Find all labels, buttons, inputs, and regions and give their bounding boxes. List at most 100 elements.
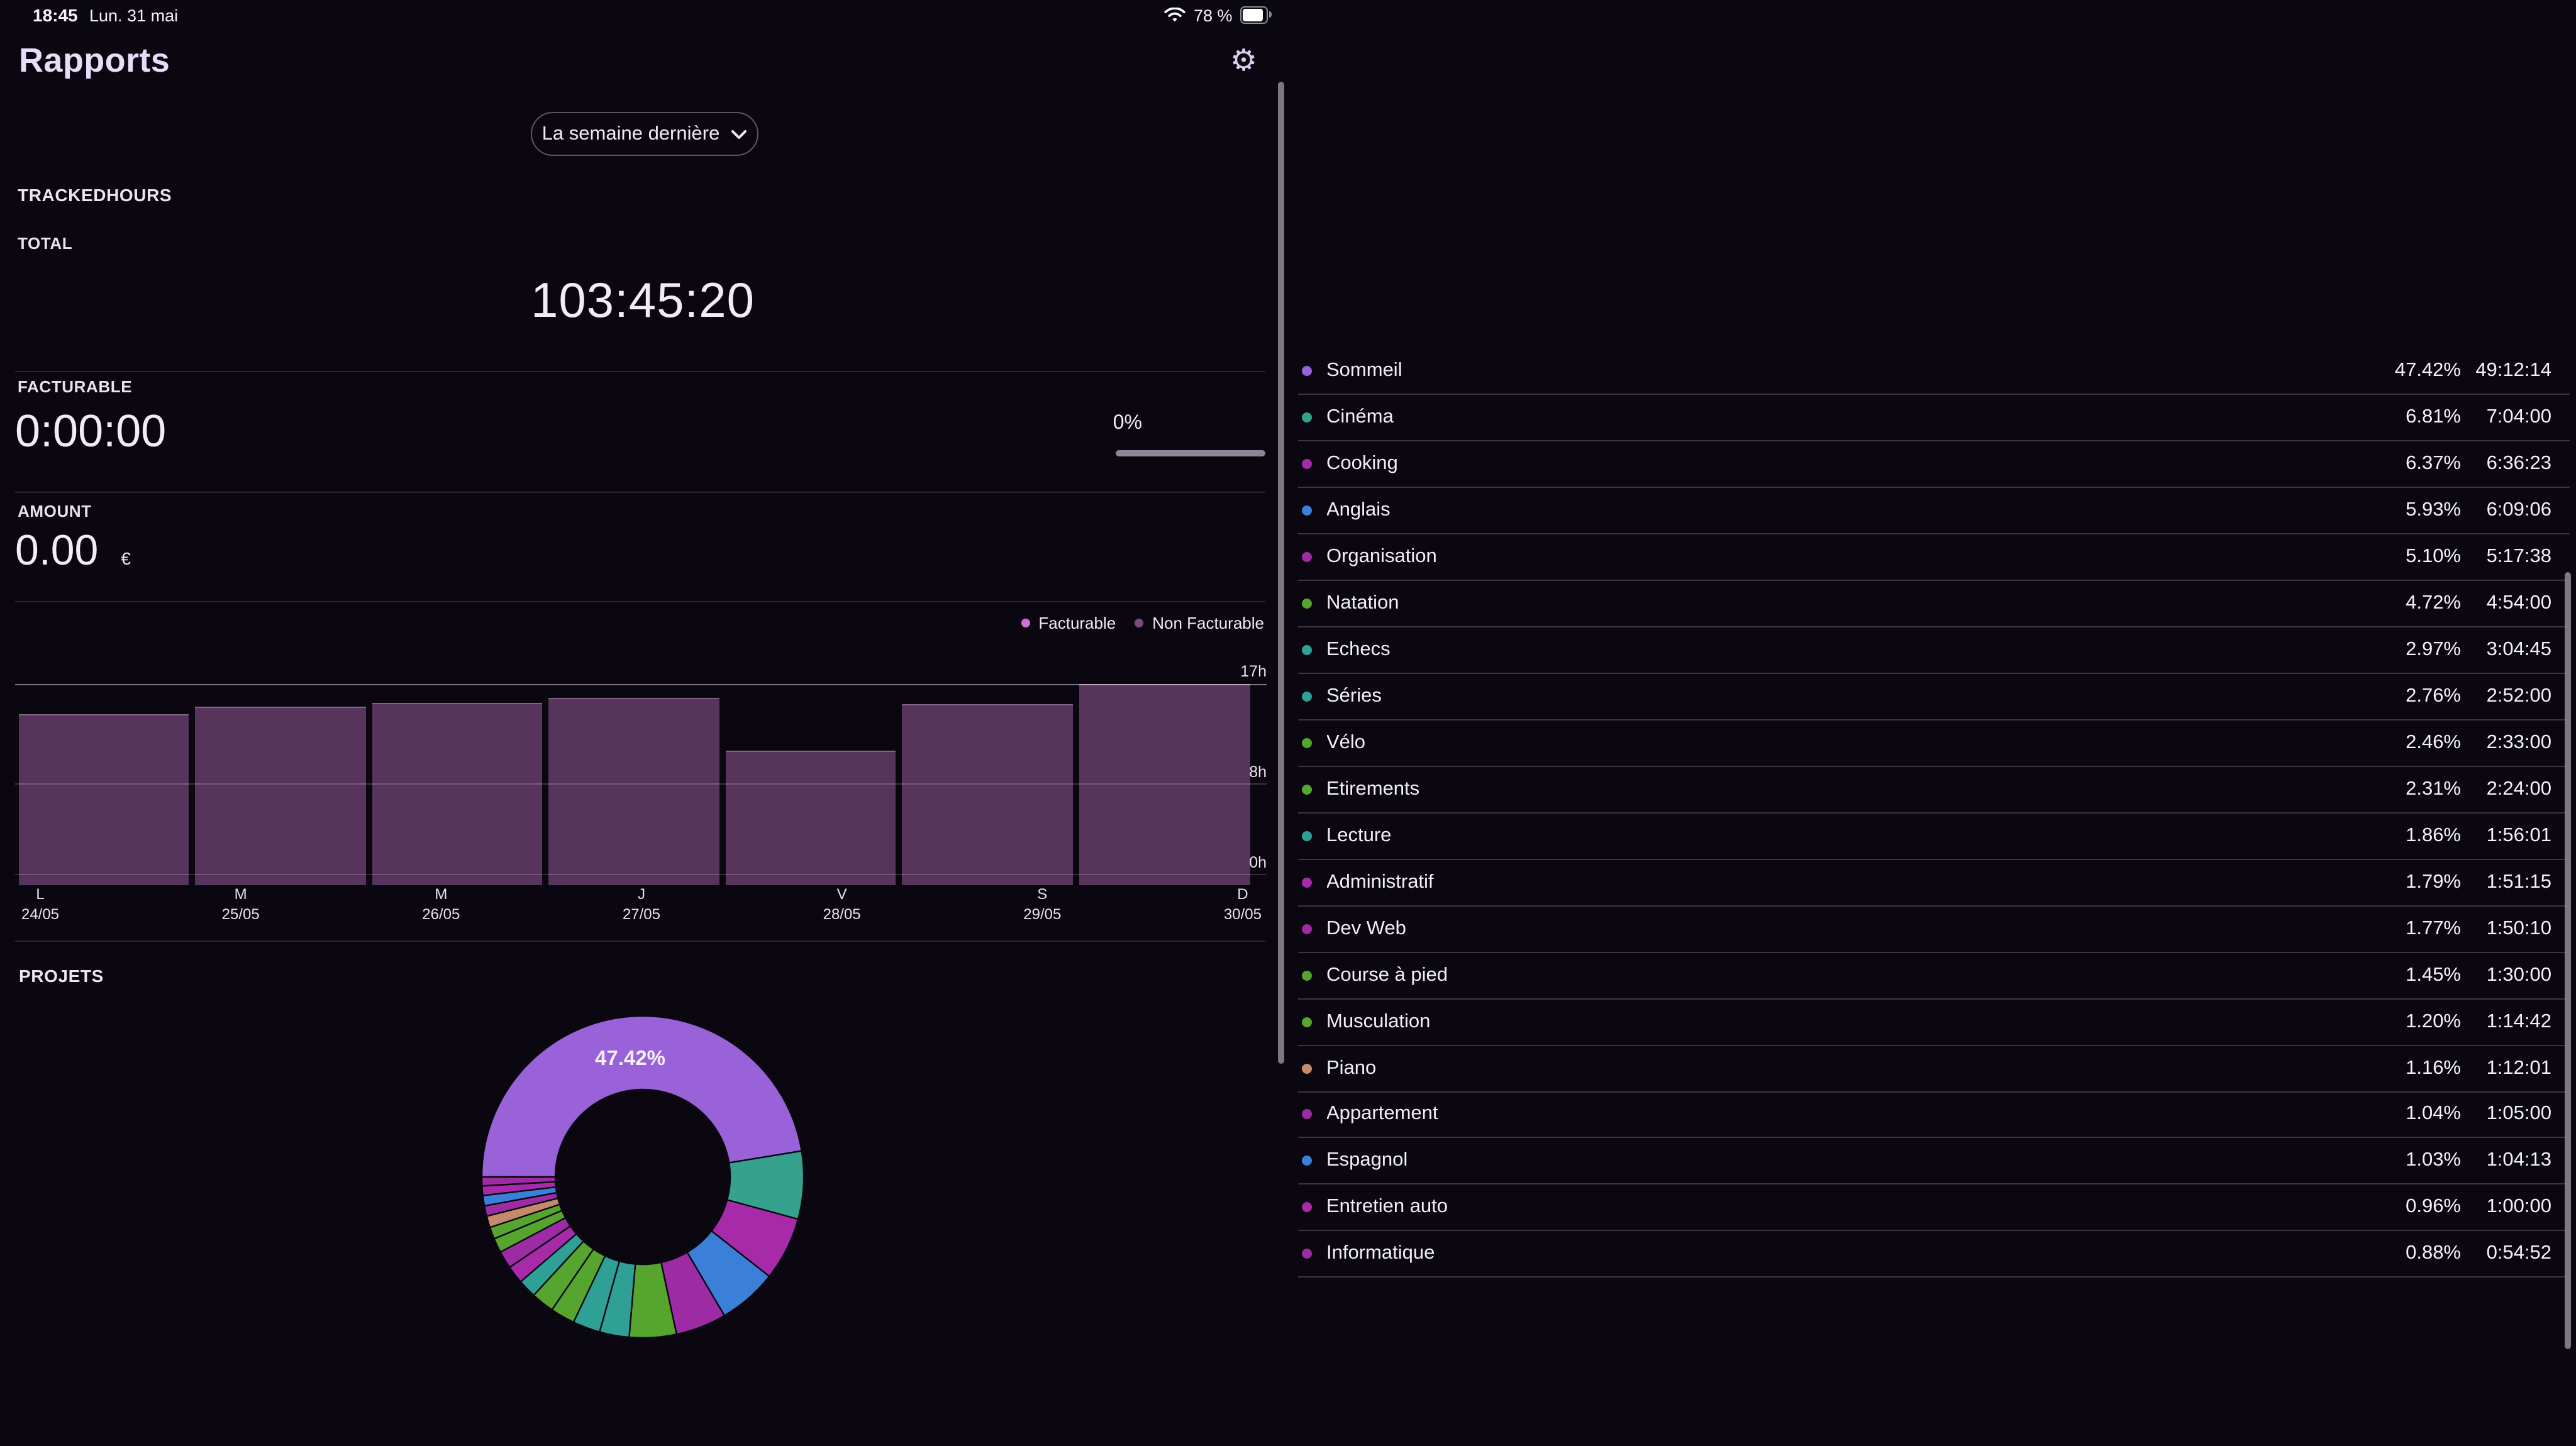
project-row[interactable]: Séries 2.76% 2:52:00	[1298, 674, 2570, 720]
statusbar-clock: 18:45	[33, 5, 78, 25]
project-row[interactable]: Musculation 1.20% 1:14:42	[1298, 999, 2570, 1046]
project-name: Vélo	[1326, 731, 1366, 753]
project-color-dot	[1301, 552, 1311, 563]
project-percent: 1.20%	[2406, 1010, 2461, 1032]
billable-label: FACTURABLE	[18, 377, 133, 396]
section-divider	[15, 371, 1265, 372]
project-percent: 1.86%	[2406, 824, 2461, 846]
gear-icon[interactable]: ⚙	[1230, 43, 1258, 78]
project-name: Course à pied	[1326, 964, 1448, 986]
project-percent: 2.76%	[2406, 685, 2461, 707]
bar	[18, 714, 189, 885]
project-percent: 0.96%	[2406, 1196, 2461, 1218]
project-color-dot	[1301, 924, 1311, 934]
chart-legend: Facturable Non Facturable	[0, 614, 1264, 632]
project-percent: 2.31%	[2406, 778, 2461, 800]
gridline-8h	[15, 783, 1267, 785]
statusbar-date: Lun. 31 mai	[89, 6, 179, 25]
section-divider	[15, 601, 1265, 602]
project-row[interactable]: Administratif 1.79% 1:51:15	[1298, 860, 2570, 907]
project-name: Cinéma	[1326, 406, 1394, 428]
project-row[interactable]: Cinéma 6.81% 7:04:00	[1298, 395, 2570, 442]
project-color-dot	[1301, 784, 1311, 795]
project-row[interactable]: Lecture 1.86% 1:56:01	[1298, 814, 2570, 860]
project-row[interactable]: Entretien auto 0.96% 1:00:00	[1298, 1185, 2570, 1232]
project-name: Echecs	[1326, 639, 1391, 661]
battery-percent: 78 %	[1194, 6, 1233, 25]
project-name: Informatique	[1326, 1242, 1435, 1264]
project-color-dot	[1301, 412, 1311, 423]
amount-row: 0.00 €	[15, 527, 131, 576]
legend-dot-facturable	[1021, 619, 1030, 627]
project-color-dot	[1301, 831, 1311, 841]
donut-center-label: 47.42%	[595, 1047, 665, 1070]
billable-percent: 0%	[1113, 412, 1142, 434]
project-row[interactable]: Piano 1.16% 1:12:01	[1298, 1046, 2570, 1092]
wifi-icon	[1163, 7, 1186, 23]
project-row[interactable]: Espagnol 1.03% 1:04:13	[1298, 1139, 2570, 1185]
project-time: 6:09:06	[2486, 499, 2551, 521]
section-divider	[15, 940, 1265, 941]
project-percent: 1.04%	[2406, 1103, 2461, 1125]
project-color-dot	[1301, 505, 1311, 516]
x-axis-label: M 26/05	[422, 885, 460, 922]
legend-label: Facturable	[1038, 614, 1116, 632]
project-percent: 4.72%	[2406, 592, 2461, 614]
legend-label: Non Facturable	[1152, 614, 1264, 632]
left-pane-scrollbar[interactable]	[1278, 82, 1284, 1064]
x-axis-label: L 24/05	[21, 885, 60, 922]
project-name: Espagnol	[1326, 1149, 1408, 1171]
x-axis-label: D 30/05	[1223, 885, 1262, 922]
right-pane-scrollbar[interactable]	[2565, 572, 2571, 1349]
project-row[interactable]: Informatique 0.88% 0:54:52	[1298, 1232, 2570, 1278]
period-selector[interactable]: La semaine dernière	[531, 112, 758, 156]
project-row[interactable]: Dev Web 1.77% 1:50:10	[1298, 907, 2570, 953]
total-label: TOTAL	[18, 234, 73, 253]
project-time: 1:04:13	[2486, 1149, 2551, 1171]
legend-item-non-facturable: Non Facturable	[1135, 614, 1264, 632]
page-title: Rapports	[19, 41, 170, 79]
project-name: Sommeil	[1326, 360, 1402, 382]
project-time: 1:00:00	[2486, 1196, 2551, 1218]
project-time: 7:04:00	[2486, 406, 2551, 428]
period-selector-label: La semaine dernière	[541, 123, 720, 144]
bar	[195, 706, 366, 885]
project-color-dot	[1301, 737, 1311, 748]
bar	[372, 702, 543, 885]
project-name: Cooking	[1326, 453, 1398, 475]
project-name: Etirements	[1326, 778, 1420, 800]
projects-donut-chart	[480, 1015, 805, 1339]
project-time: 5:17:38	[2486, 546, 2551, 568]
project-name: Anglais	[1326, 499, 1391, 521]
statusbar-right-cluster: 78 %	[1163, 4, 1271, 26]
project-row[interactable]: Appartement 1.04% 1:05:00	[1298, 1092, 2570, 1139]
project-color-dot	[1301, 692, 1311, 702]
legend-item-facturable: Facturable	[1021, 614, 1116, 632]
project-name: Natation	[1326, 592, 1399, 614]
project-percent: 1.77%	[2406, 917, 2461, 939]
project-color-dot	[1301, 1063, 1311, 1074]
project-row[interactable]: Vélo 2.46% 2:33:00	[1298, 720, 2570, 767]
project-time: 1:12:01	[2486, 1057, 2551, 1079]
project-row[interactable]: Echecs 2.97% 3:04:45	[1298, 627, 2570, 675]
project-time: 1:50:10	[2486, 917, 2551, 939]
project-row[interactable]: Sommeil 47.42% 49:12:14	[1298, 349, 2570, 395]
billable-progress-bar	[1116, 450, 1265, 456]
project-row[interactable]: Course à pied 1.45% 1:30:00	[1298, 952, 2570, 1000]
project-percent: 1.45%	[2406, 964, 2461, 986]
project-row[interactable]: Organisation 5.10% 5:17:38	[1298, 535, 2570, 582]
gridline-17h	[15, 683, 1267, 685]
project-row[interactable]: Natation 4.72% 4:54:00	[1298, 581, 2570, 628]
project-percent: 2.46%	[2406, 731, 2461, 753]
bar-chart	[18, 670, 1250, 885]
project-row[interactable]: Cooking 6.37% 6:36:23	[1298, 442, 2570, 488]
bar	[1079, 683, 1250, 885]
x-axis-label: V 28/05	[823, 885, 861, 922]
project-color-dot	[1301, 1202, 1311, 1213]
project-name: Organisation	[1326, 546, 1437, 568]
project-row[interactable]: Anglais 5.93% 6:09:06	[1298, 488, 2570, 535]
project-percent: 1.79%	[2406, 871, 2461, 893]
project-row[interactable]: Etirements 2.31% 2:24:00	[1298, 767, 2570, 814]
project-name: Administratif	[1326, 871, 1434, 893]
project-color-dot	[1301, 970, 1311, 981]
